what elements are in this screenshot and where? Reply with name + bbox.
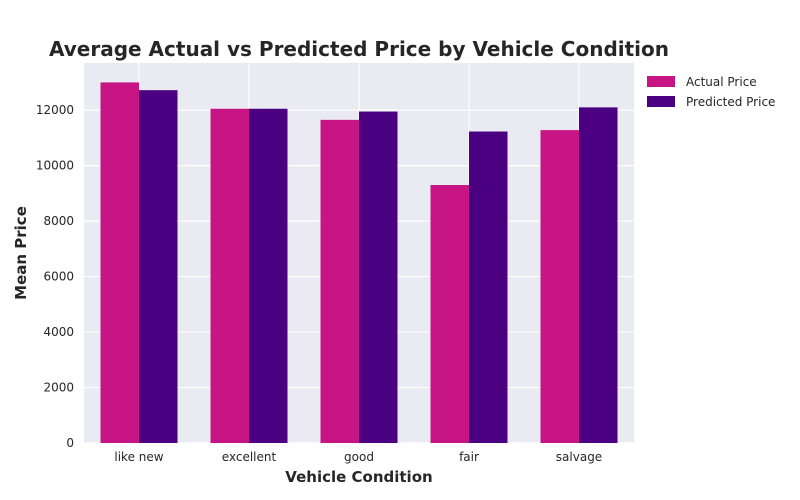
bar-predicted-excellent	[249, 108, 288, 444]
x-tick-label: salvage	[556, 450, 602, 464]
y-axis-title: Mean Price	[12, 206, 30, 300]
y-tick-label: 4000	[43, 325, 74, 339]
y-tick-label: 0	[66, 436, 74, 450]
bar-actual-salvage	[540, 130, 579, 443]
x-tick-label: excellent	[222, 450, 277, 464]
y-tick-label: 6000	[43, 270, 74, 284]
y-tick-label: 10000	[36, 159, 74, 173]
bar-predicted-fair	[469, 131, 508, 443]
y-tick-labels: 0 2000 4000 6000 8000 10000 12000	[36, 103, 74, 450]
y-tick-label: 12000	[36, 103, 74, 117]
bars	[100, 82, 618, 444]
bar-actual-fair	[430, 185, 469, 443]
x-tick-label: like new	[114, 450, 163, 464]
x-tick-label: good	[344, 450, 374, 464]
x-axis-title: Vehicle Condition	[285, 468, 432, 486]
legend-label-actual: Actual Price	[686, 75, 757, 89]
bar-actual-excellent	[210, 108, 249, 444]
legend-swatch-actual	[647, 76, 675, 87]
bar-actual-good	[320, 119, 359, 443]
bar-actual-like-new	[100, 82, 139, 443]
bar-predicted-salvage	[579, 107, 618, 443]
y-tick-label: 8000	[43, 214, 74, 228]
x-tick-labels: like new excellent good fair salvage	[114, 450, 602, 464]
y-tick-label: 2000	[43, 381, 74, 395]
bar-predicted-like-new	[139, 90, 178, 443]
chart-title: Average Actual vs Predicted Price by Veh…	[49, 37, 669, 61]
legend: Actual Price Predicted Price	[647, 75, 775, 109]
x-tick-label: fair	[459, 450, 479, 464]
legend-label-predicted: Predicted Price	[686, 95, 775, 109]
bar-predicted-good	[359, 111, 398, 443]
legend-swatch-predicted	[647, 96, 675, 107]
